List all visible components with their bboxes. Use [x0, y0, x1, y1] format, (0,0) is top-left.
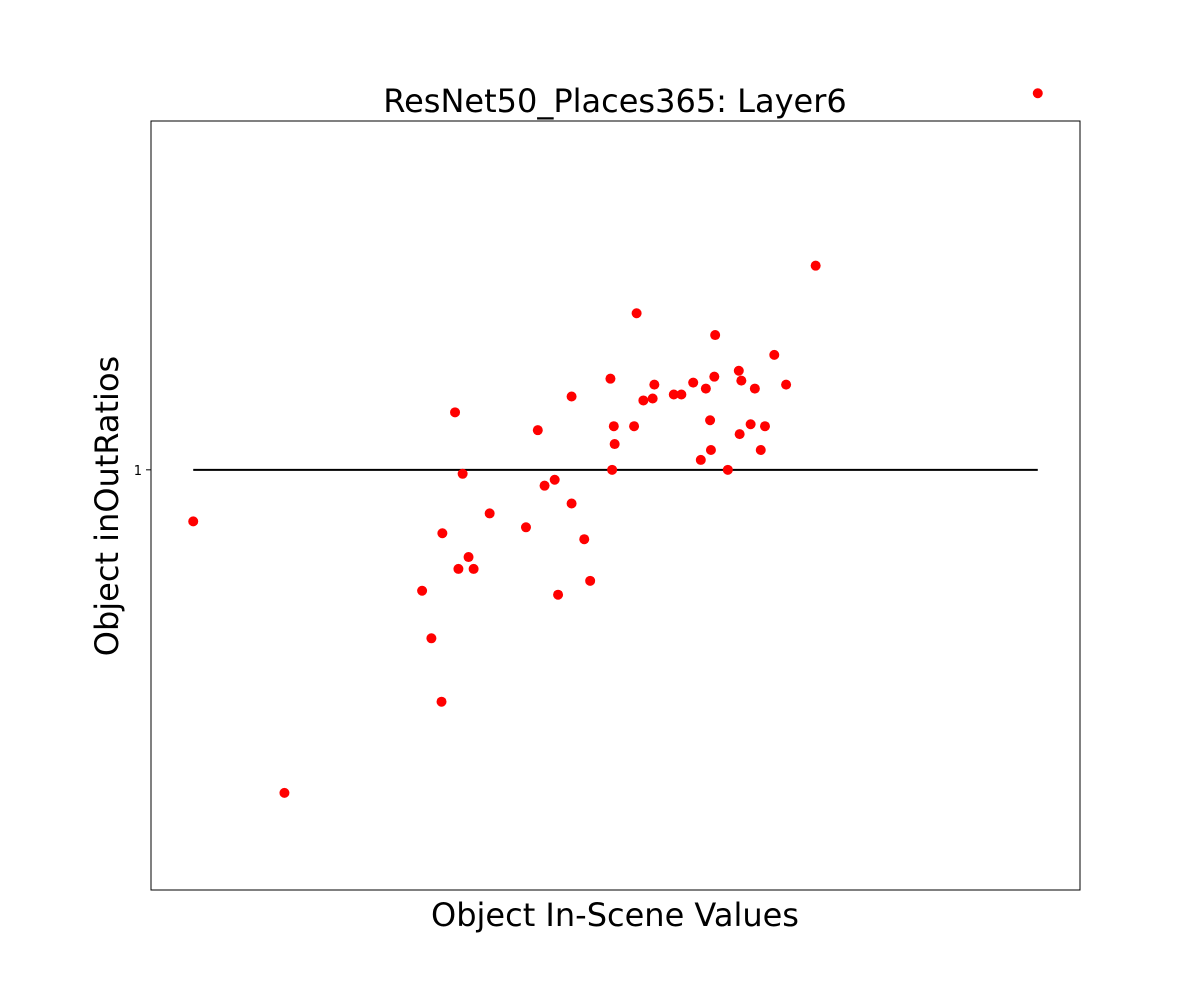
- data-point: [709, 371, 720, 382]
- data-point: [668, 389, 679, 400]
- data-point: [426, 633, 437, 644]
- data-point: [605, 373, 616, 384]
- data-point: [585, 575, 596, 586]
- data-point: [484, 508, 495, 519]
- data-point: [553, 589, 564, 600]
- data-point: [688, 377, 699, 388]
- data-point: [769, 349, 780, 360]
- data-point: [700, 383, 711, 394]
- y-ticks-layer: 1: [134, 464, 151, 479]
- data-point: [647, 393, 658, 404]
- data-point: [749, 383, 760, 394]
- data-point: [810, 260, 821, 271]
- data-point: [649, 379, 660, 390]
- data-point: [609, 439, 620, 450]
- data-point: [759, 421, 770, 432]
- data-point: [705, 415, 716, 426]
- data-point: [722, 464, 733, 475]
- data-point: [437, 528, 448, 539]
- data-point: [539, 480, 550, 491]
- data-point: [676, 389, 687, 400]
- data-point: [579, 534, 590, 545]
- data-point: [607, 464, 618, 475]
- data-point: [736, 375, 747, 386]
- data-point: [781, 379, 792, 390]
- data-point: [631, 308, 642, 319]
- data-point: [710, 330, 721, 341]
- data-point: [695, 454, 706, 465]
- data-point: [520, 522, 531, 533]
- data-point: [705, 445, 716, 456]
- data-point: [1032, 88, 1043, 99]
- data-point: [608, 421, 619, 432]
- data-point: [463, 552, 474, 563]
- data-point: [468, 563, 479, 574]
- chart-title: ResNet50_Places365: Layer6: [383, 82, 846, 120]
- data-point: [436, 696, 447, 707]
- data-point: [733, 365, 744, 376]
- data-point: [450, 407, 461, 418]
- y-axis-label: Object inOutRatios: [88, 356, 126, 656]
- data-point: [279, 787, 290, 798]
- data-point: [745, 419, 756, 430]
- data-point: [734, 429, 745, 440]
- plot-area-frame: [150, 120, 1081, 891]
- y-tick-label: 1: [134, 464, 142, 479]
- x-axis-label: Object In-Scene Values: [431, 896, 799, 934]
- data-point: [566, 391, 577, 402]
- data-points-layer: [188, 88, 1043, 798]
- data-point: [532, 425, 543, 436]
- data-point: [629, 421, 640, 432]
- data-point: [457, 468, 468, 479]
- data-point: [755, 445, 766, 456]
- data-point: [188, 516, 199, 527]
- data-point: [566, 498, 577, 509]
- data-point: [638, 395, 649, 406]
- data-point: [549, 474, 560, 485]
- data-point: [453, 563, 464, 574]
- data-point: [417, 585, 428, 596]
